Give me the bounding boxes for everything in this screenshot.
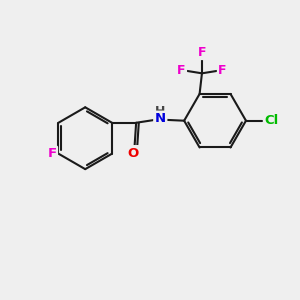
Text: F: F <box>47 147 56 160</box>
Text: F: F <box>198 46 206 59</box>
Text: Cl: Cl <box>265 114 279 127</box>
Text: H: H <box>155 105 166 118</box>
Text: N: N <box>155 112 166 125</box>
Text: F: F <box>218 64 227 77</box>
Text: F: F <box>177 64 186 77</box>
Text: O: O <box>128 147 139 160</box>
